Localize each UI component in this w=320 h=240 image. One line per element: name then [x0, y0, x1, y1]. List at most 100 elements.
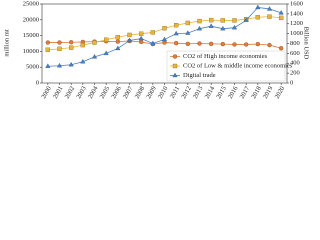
y-tick-label: 0	[36, 79, 39, 86]
marker	[209, 41, 214, 46]
x-tick-label: 2005	[99, 85, 112, 100]
marker	[92, 40, 97, 45]
marker	[220, 18, 225, 23]
x-tick-label: 2019	[262, 85, 275, 100]
marker	[185, 41, 190, 46]
marker	[267, 42, 272, 48]
marker	[150, 40, 156, 46]
marker	[208, 23, 214, 28]
marker	[126, 37, 133, 43]
marker	[68, 61, 74, 67]
y-tick-label: 25000	[23, 0, 39, 7]
marker	[232, 42, 237, 47]
legend-label: CO2 of High income economies	[183, 53, 268, 60]
y-tick-label: 10000	[23, 48, 39, 55]
marker	[161, 36, 168, 42]
marker	[185, 30, 191, 35]
y2-tick-label: 800	[290, 40, 300, 47]
marker	[139, 39, 144, 45]
marker	[45, 63, 51, 68]
legend-box	[166, 50, 286, 82]
marker	[279, 15, 284, 21]
marker	[255, 41, 260, 47]
marker	[162, 26, 167, 31]
marker	[139, 31, 144, 36]
marker	[69, 45, 74, 50]
marker	[115, 35, 120, 40]
marker	[196, 25, 203, 31]
x-tick-label: 2016	[227, 85, 240, 100]
marker	[243, 17, 249, 22]
y2-tick-label: 0	[290, 79, 293, 86]
marker	[115, 39, 120, 44]
marker	[173, 30, 179, 36]
y-tick-label: 15000	[23, 32, 39, 39]
marker	[174, 41, 179, 46]
marker	[57, 40, 62, 45]
marker	[45, 47, 50, 52]
x-tick-label: 2007	[122, 85, 135, 100]
x-tick-label: 2012	[180, 85, 193, 100]
x-tick-label: 2013	[192, 85, 205, 100]
x-tick-label: 2000	[40, 85, 53, 100]
legend-marker	[172, 63, 178, 69]
marker	[232, 18, 237, 23]
x-tick-label: 2018	[250, 85, 263, 100]
y-tick-label: 20000	[23, 16, 39, 23]
x-tick-label: 2002	[64, 85, 77, 100]
chart: million mt Billion USD 05000100001500020…	[3, 0, 310, 100]
x-tick-label: 2008	[134, 85, 147, 100]
x-tick-label: 2020	[274, 85, 287, 100]
legend-label: Digital trade	[183, 72, 216, 79]
x-tick-label: 2015	[215, 85, 228, 100]
x-tick-label: 2017	[239, 85, 252, 100]
x-tick-label: 2009	[145, 85, 158, 100]
marker	[255, 4, 261, 10]
marker	[244, 42, 249, 47]
marker	[220, 25, 226, 31]
marker	[69, 40, 74, 45]
marker	[231, 24, 238, 30]
x-tick-label: 2001	[52, 85, 65, 100]
marker	[279, 46, 284, 51]
x-tick-label: 2003	[75, 85, 88, 100]
legend-marker	[172, 54, 178, 59]
y2-tick-label: 200	[290, 70, 300, 77]
marker	[91, 54, 98, 59]
x-tick-label: 2004	[87, 85, 100, 100]
marker	[197, 41, 202, 46]
marker	[103, 50, 109, 56]
marker	[267, 14, 272, 19]
y2-tick-label: 1600	[290, 0, 303, 7]
y2-axis-label: Billion USD	[303, 27, 310, 60]
marker	[278, 10, 284, 15]
marker	[138, 35, 144, 41]
y2-tick-label: 400	[290, 60, 300, 67]
marker	[220, 41, 225, 47]
x-tick-label: 2011	[169, 85, 181, 100]
marker	[255, 15, 260, 20]
legend-marker	[172, 72, 178, 78]
x-tick-label: 2010	[157, 85, 170, 100]
y2-tick-label: 1400	[290, 10, 303, 17]
marker	[45, 40, 50, 45]
marker	[197, 18, 202, 24]
y2-tick-label: 1000	[290, 30, 303, 37]
marker	[266, 6, 273, 11]
marker	[209, 17, 214, 23]
marker	[104, 37, 109, 42]
marker	[57, 46, 62, 52]
marker	[127, 32, 132, 38]
marker	[150, 30, 155, 35]
marker	[185, 20, 190, 26]
marker	[80, 42, 85, 48]
marker	[80, 58, 86, 64]
x-tick-label: 2014	[204, 85, 217, 100]
y-axis-label: million mt	[3, 29, 10, 56]
marker	[115, 45, 121, 51]
legend-label: CO2 of Low & middle income economies	[183, 62, 293, 69]
marker	[174, 23, 179, 28]
x-tick-label: 2006	[110, 85, 123, 100]
y2-tick-label: 1200	[290, 20, 303, 27]
y-tick-label: 5000	[26, 64, 39, 71]
